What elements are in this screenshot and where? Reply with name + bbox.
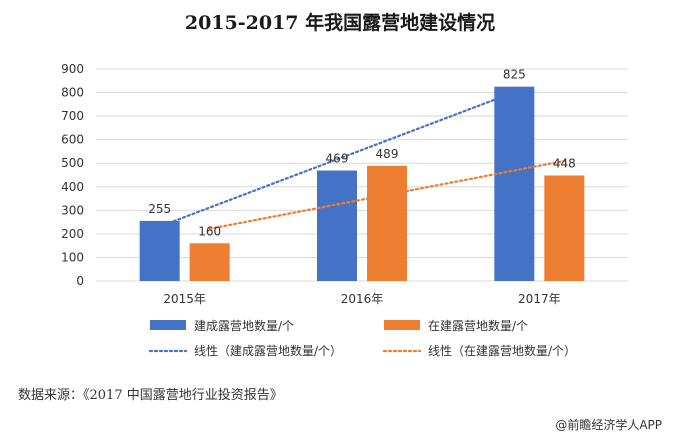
legend-label: 建成露营地数量/个 (194, 318, 294, 333)
y-tick-label: 0 (76, 274, 84, 288)
x-tick-label: 2016年 (341, 292, 384, 306)
bar (367, 165, 407, 281)
y-tick-label: 900 (61, 62, 84, 76)
trendline (208, 159, 566, 230)
y-tick-label: 700 (61, 109, 84, 123)
data-label: 448 (553, 156, 576, 170)
y-tick-label: 400 (61, 180, 84, 194)
bar (189, 243, 230, 281)
bar (139, 220, 180, 281)
data-labels: 255 160 469 489 825 448 (148, 68, 576, 239)
y-tick-label: 200 (61, 227, 84, 241)
bars (139, 86, 585, 282)
y-axis: 0 100 200 300 400 500 600 700 800 900 (61, 62, 84, 288)
data-label: 160 (198, 224, 221, 238)
x-tick-label: 2015年 (163, 292, 206, 306)
legend: 建成露营地数量/个 在建露营地数量/个线性（建成露营地数量/个） 线性（在建露营地数… (148, 318, 576, 358)
legend-swatch (150, 320, 186, 330)
chart-title: 2015-2017 年我国露营地建设情况 (184, 12, 496, 34)
legend-swatch (384, 320, 420, 330)
trendline (158, 91, 516, 228)
y-tick-label: 600 (61, 133, 84, 147)
source-note: 数据来源：《2017 中国露营地行业投资报告》 (18, 388, 283, 403)
bar (494, 86, 535, 282)
data-label: 825 (503, 68, 526, 82)
trendlines (158, 91, 566, 230)
legend-label: 在建露营地数量/个 (428, 318, 528, 333)
y-tick-label: 500 (61, 156, 84, 170)
data-label: 469 (326, 152, 349, 166)
y-tick-label: 100 (61, 250, 84, 264)
data-label: 255 (148, 202, 171, 216)
y-tick-label: 300 (61, 203, 84, 217)
bar (544, 175, 585, 281)
bar (317, 170, 357, 281)
x-axis: 2015年 2016年 2017年 (163, 292, 560, 306)
x-tick-label: 2017年 (518, 292, 561, 306)
gridlines (96, 68, 628, 282)
legend-label: 线性（在建露营地数量/个） (428, 343, 576, 358)
y-tick-label: 800 (61, 86, 84, 100)
legend-label: 线性（建成露营地数量/个） (194, 343, 342, 358)
data-label: 489 (376, 147, 399, 161)
watermark: @前瞻经济学人APP (555, 418, 662, 432)
